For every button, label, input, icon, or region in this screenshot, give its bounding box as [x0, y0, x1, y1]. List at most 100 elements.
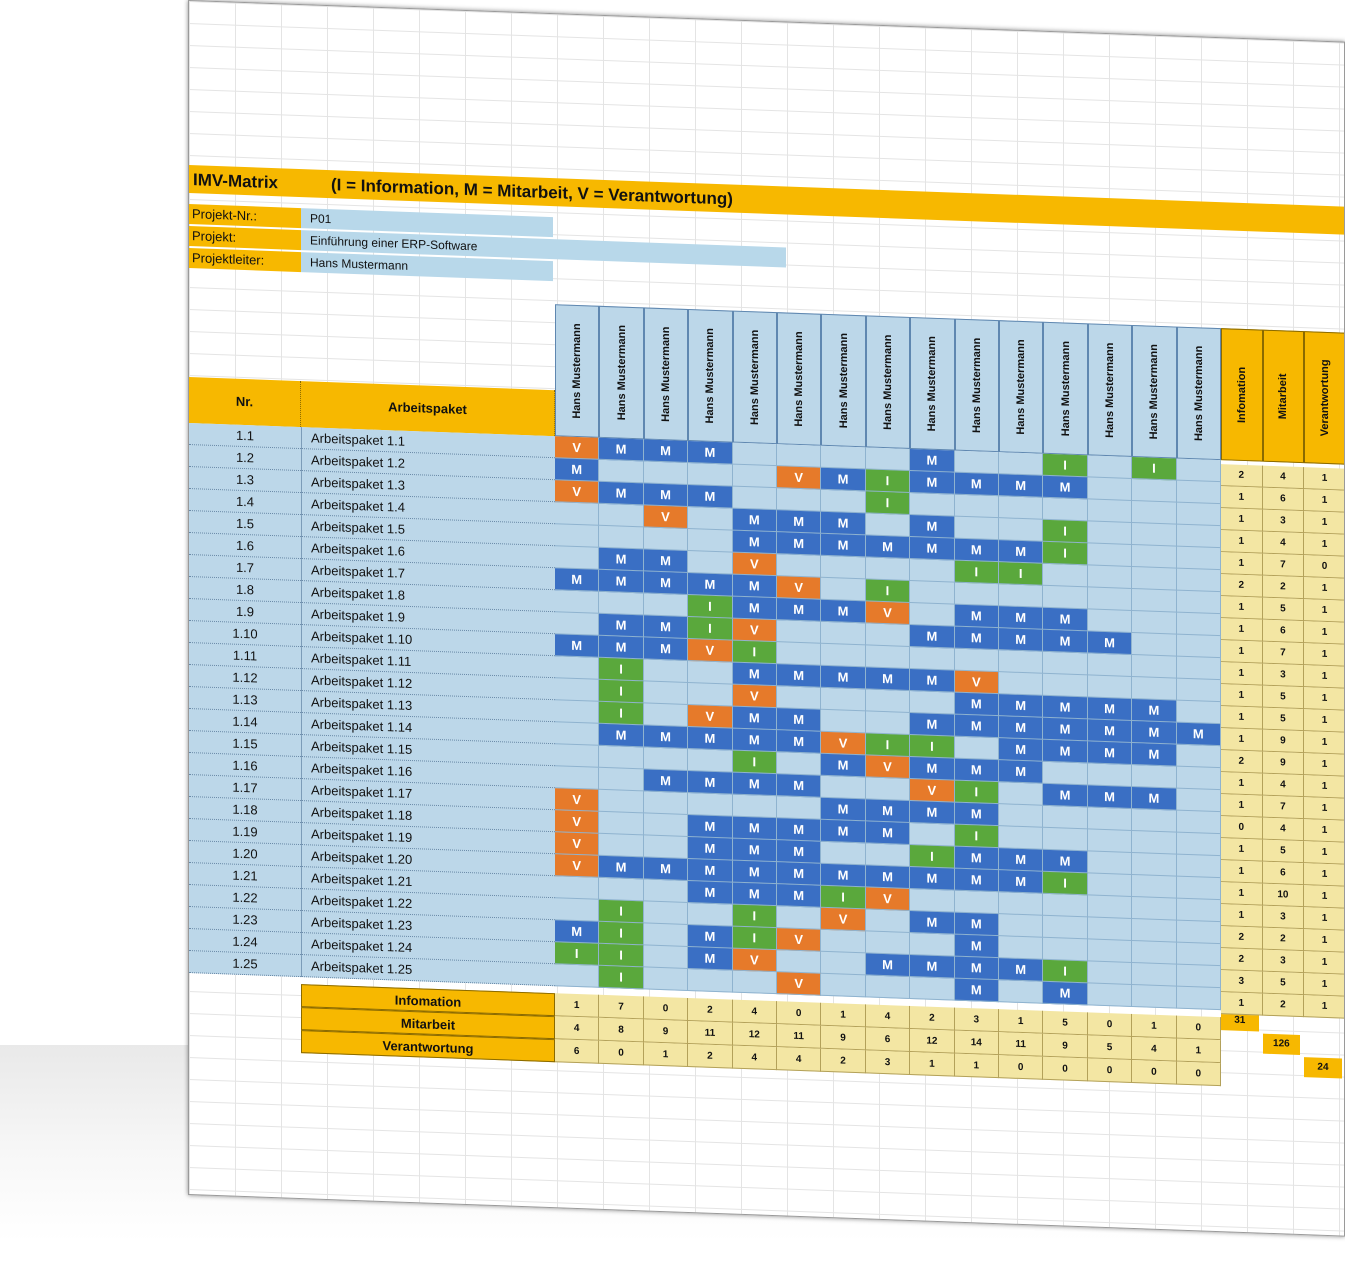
matrix-cell[interactable]: M	[821, 665, 866, 690]
matrix-cell[interactable]	[1176, 810, 1221, 835]
matrix-cell[interactable]: V	[777, 576, 822, 600]
matrix-cell[interactable]	[910, 558, 955, 583]
matrix-cell[interactable]	[821, 643, 866, 668]
matrix-cell[interactable]: M	[1087, 741, 1133, 765]
matrix-cell[interactable]: V	[732, 552, 777, 577]
matrix-cell[interactable]: M	[688, 858, 733, 883]
matrix-cell[interactable]	[865, 447, 911, 471]
matrix-cell[interactable]: V	[688, 638, 733, 663]
matrix-cell[interactable]	[643, 923, 689, 947]
matrix-cell[interactable]	[954, 582, 999, 607]
matrix-cell[interactable]: M	[910, 470, 955, 495]
matrix-cell[interactable]	[643, 879, 689, 903]
matrix-cell[interactable]: M	[821, 511, 866, 536]
matrix-cell[interactable]	[1176, 612, 1221, 637]
matrix-cell[interactable]	[865, 931, 911, 955]
matrix-cell[interactable]: I	[688, 594, 733, 619]
matrix-cell[interactable]: M	[732, 508, 777, 533]
matrix-cell[interactable]	[865, 711, 911, 735]
matrix-cell[interactable]	[599, 789, 644, 814]
matrix-cell[interactable]	[1176, 590, 1221, 615]
matrix-cell[interactable]: V	[777, 972, 822, 996]
matrix-cell[interactable]	[599, 459, 644, 484]
matrix-cell[interactable]	[1087, 477, 1133, 501]
matrix-cell[interactable]	[643, 835, 689, 859]
matrix-cell[interactable]	[1132, 610, 1177, 635]
matrix-cell[interactable]	[1176, 876, 1221, 901]
matrix-cell[interactable]	[954, 736, 999, 761]
matrix-cell[interactable]	[1132, 808, 1177, 833]
matrix-cell[interactable]: I	[732, 640, 777, 665]
matrix-cell[interactable]: M	[910, 624, 955, 649]
matrix-cell[interactable]: I	[954, 560, 999, 585]
matrix-cell[interactable]	[999, 672, 1044, 696]
matrix-cell[interactable]: M	[821, 797, 866, 822]
matrix-cell[interactable]	[732, 794, 777, 819]
matrix-cell[interactable]: M	[732, 530, 777, 555]
matrix-cell[interactable]: V	[555, 810, 600, 834]
matrix-cell[interactable]: M	[910, 536, 955, 561]
matrix-cell[interactable]	[1176, 920, 1221, 945]
matrix-cell[interactable]: I	[1043, 519, 1088, 544]
matrix-cell[interactable]	[555, 590, 600, 614]
matrix-cell[interactable]	[732, 442, 777, 467]
matrix-cell[interactable]: V	[777, 928, 822, 952]
matrix-cell[interactable]	[1132, 500, 1177, 525]
matrix-cell[interactable]	[1043, 651, 1088, 676]
matrix-cell[interactable]: M	[1087, 719, 1133, 743]
matrix-cell[interactable]	[999, 782, 1044, 806]
matrix-cell[interactable]: M	[821, 599, 866, 624]
matrix-cell[interactable]	[1132, 522, 1177, 547]
matrix-cell[interactable]: V	[732, 684, 777, 709]
matrix-cell[interactable]	[865, 623, 911, 647]
matrix-cell[interactable]	[555, 766, 600, 790]
matrix-cell[interactable]	[1087, 895, 1133, 919]
matrix-cell[interactable]: M	[910, 514, 955, 539]
matrix-cell[interactable]: M	[599, 437, 644, 462]
matrix-cell[interactable]	[999, 980, 1044, 1004]
matrix-cell[interactable]: V	[910, 778, 955, 803]
matrix-cell[interactable]	[865, 645, 911, 669]
matrix-cell[interactable]	[777, 796, 822, 820]
matrix-cell[interactable]	[688, 682, 733, 707]
matrix-cell[interactable]	[555, 964, 600, 988]
matrix-cell[interactable]: I	[732, 904, 777, 929]
matrix-cell[interactable]	[555, 744, 600, 768]
matrix-cell[interactable]	[1087, 917, 1133, 941]
matrix-cell[interactable]	[1087, 565, 1133, 589]
matrix-cell[interactable]	[1132, 962, 1177, 987]
matrix-cell[interactable]	[1132, 632, 1177, 657]
matrix-cell[interactable]: M	[688, 814, 733, 839]
matrix-cell[interactable]	[777, 642, 822, 666]
matrix-cell[interactable]: M	[599, 635, 644, 660]
matrix-cell[interactable]	[910, 646, 955, 671]
matrix-cell[interactable]: M	[999, 848, 1044, 872]
matrix-cell[interactable]	[1087, 829, 1133, 853]
matrix-cell[interactable]	[688, 506, 733, 531]
matrix-cell[interactable]	[1043, 673, 1088, 698]
matrix-cell[interactable]	[1087, 961, 1133, 985]
matrix-cell[interactable]: V	[555, 854, 600, 878]
matrix-cell[interactable]: M	[777, 884, 822, 908]
matrix-cell[interactable]: I	[599, 701, 644, 726]
matrix-cell[interactable]	[1087, 455, 1133, 479]
matrix-cell[interactable]	[1087, 763, 1133, 787]
matrix-cell[interactable]	[555, 524, 600, 548]
matrix-cell[interactable]	[599, 591, 644, 616]
matrix-cell[interactable]: V	[555, 832, 600, 856]
matrix-cell[interactable]: M	[555, 634, 600, 658]
matrix-cell[interactable]	[643, 945, 689, 969]
matrix-cell[interactable]	[910, 932, 955, 957]
matrix-cell[interactable]	[643, 813, 689, 837]
matrix-cell[interactable]: M	[643, 769, 689, 793]
matrix-cell[interactable]: I	[732, 750, 777, 775]
matrix-cell[interactable]	[821, 951, 866, 976]
matrix-cell[interactable]	[1043, 585, 1088, 610]
matrix-cell[interactable]: M	[999, 694, 1044, 718]
matrix-cell[interactable]	[1087, 675, 1133, 699]
matrix-cell[interactable]: M	[954, 758, 999, 783]
matrix-cell[interactable]	[732, 464, 777, 489]
matrix-cell[interactable]	[599, 877, 644, 902]
matrix-cell[interactable]	[910, 822, 955, 847]
matrix-cell[interactable]	[555, 898, 600, 922]
